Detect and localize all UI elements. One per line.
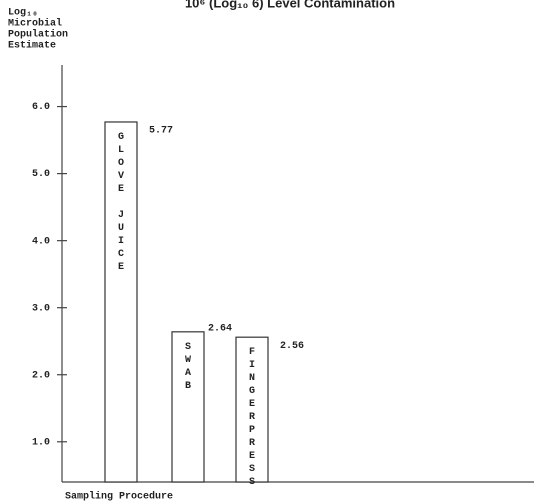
y-axis-label: Microbial <box>8 18 62 30</box>
x-axis-label: Sampling Procedure <box>65 491 173 503</box>
y-axis-label: Log₁₀ <box>8 8 38 19</box>
y-tick-label: 5.0 <box>32 169 50 180</box>
value-label: 2.64 <box>208 323 232 334</box>
value-label: 5.77 <box>149 126 173 137</box>
value-label: 2.56 <box>280 341 304 352</box>
bar <box>171 331 205 483</box>
y-tick-label: 1.0 <box>32 437 50 448</box>
y-axis-label: Estimate <box>8 40 56 52</box>
bar <box>104 121 138 483</box>
chart-title: 10⁶ (Log₁₀ 6) Level Contamination <box>185 0 395 10</box>
bar <box>235 336 269 483</box>
y-tick-label: 3.0 <box>32 303 50 314</box>
y-tick-label: 2.0 <box>32 370 50 381</box>
y-axis-label: Population <box>8 29 68 41</box>
y-tick-label: 6.0 <box>32 102 50 113</box>
y-tick-label: 4.0 <box>32 236 50 247</box>
